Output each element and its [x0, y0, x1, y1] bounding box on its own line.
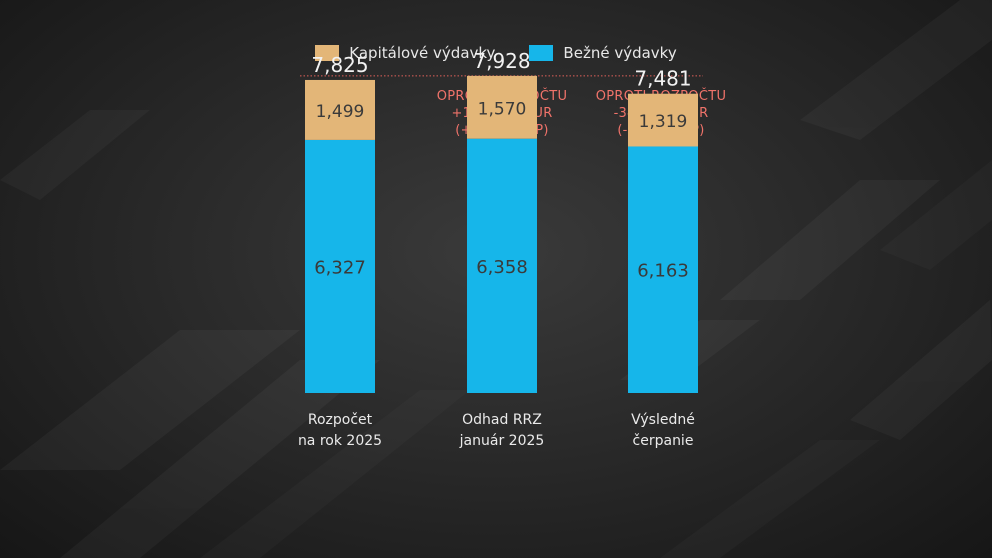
legend-swatch-current	[529, 45, 554, 61]
category-label-line: Výsledné	[631, 412, 695, 428]
bar-current-expenditure	[305, 139, 375, 393]
category-label-line: na rok 2025	[297, 433, 383, 449]
legend-swatch-capital	[315, 45, 340, 61]
data-label-current: 6,327	[314, 257, 366, 278]
data-label-total: 7,481	[634, 67, 691, 91]
data-label-capital: 1,570	[478, 99, 527, 119]
legend-item-current: Bežné výdavky	[529, 44, 677, 62]
category-label-line: január 2025	[459, 433, 545, 449]
legend-item-capital: Kapitálové výdavky	[315, 44, 495, 62]
bar-current-expenditure	[628, 146, 698, 393]
data-label-capital: 1,319	[639, 112, 688, 132]
legend-label-current: Bežné výdavky	[563, 44, 677, 62]
category-label-line: čerpanie	[632, 433, 694, 449]
data-label-capital: 1,499	[316, 102, 365, 122]
data-label-total: 7,825	[311, 53, 368, 77]
bar-capital-expenditure	[628, 93, 698, 147]
data-label-total: 7,928	[473, 49, 530, 73]
bar-capital-expenditure	[305, 79, 375, 140]
bar-current-expenditure	[467, 138, 537, 393]
category-label-budget: Rozpočet na rok 2025	[260, 410, 420, 452]
legend-label-capital: Kapitálové výdavky	[349, 44, 496, 62]
category-label-line: Odhad RRZ	[462, 412, 542, 428]
category-label-line: Rozpočet	[307, 412, 373, 428]
chart-legend: Kapitálové výdavky Bežné výdavky	[0, 44, 992, 62]
data-label-current: 6,358	[476, 257, 528, 278]
bar-capital-expenditure	[467, 75, 537, 139]
data-label-current: 6,163	[637, 261, 689, 282]
category-label-actual: Výsledné čerpanie	[583, 410, 743, 452]
category-label-estimate: Odhad RRZ január 2025	[422, 410, 582, 452]
